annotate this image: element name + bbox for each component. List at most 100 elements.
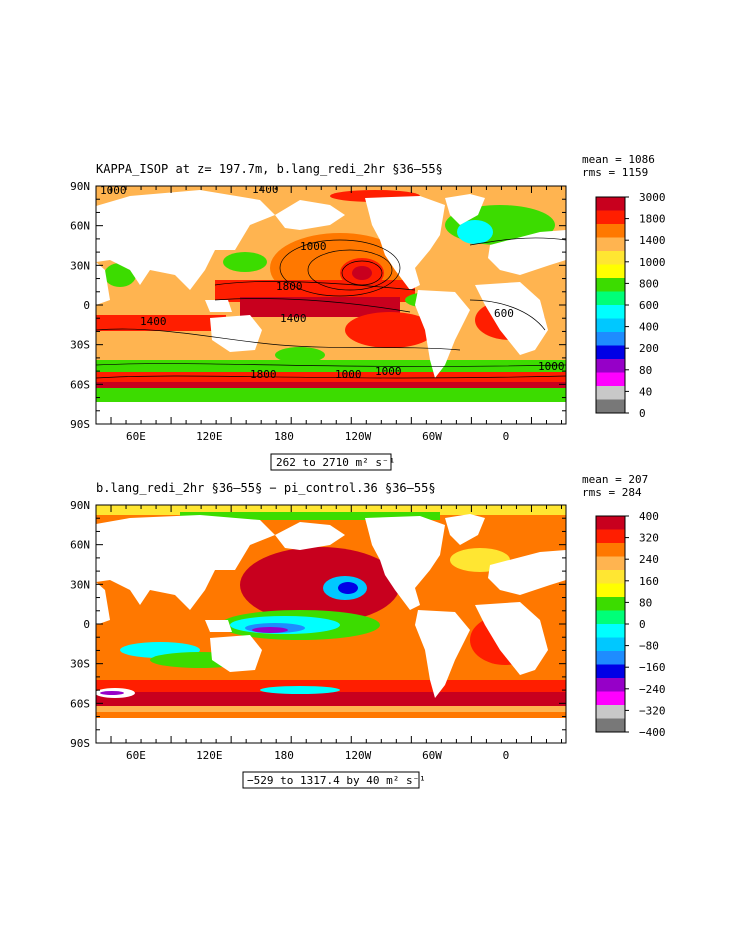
colorbar-swatch	[596, 705, 625, 719]
x-tick-label: 60E	[126, 749, 146, 762]
panel-1-range-label: 262 to 2710 m² s⁻¹	[276, 456, 395, 469]
x-tick-label: 60W	[422, 430, 442, 443]
panel-2-eq-purple	[252, 627, 288, 633]
panel-1-range-box	[270, 453, 392, 471]
panel-2-sindian-purple	[100, 691, 124, 695]
colorbar-swatch	[596, 664, 625, 679]
y-tick-label: 30N	[70, 259, 90, 272]
panel-2-xticklabels: 60E 120E 180 120W 60W 0	[126, 749, 509, 762]
x-tick-label: 180	[274, 749, 294, 762]
x-tick-label: 60W	[422, 749, 442, 762]
colorbar-swatch	[596, 624, 625, 638]
panel-2-npac-red	[240, 547, 400, 623]
y-tick-label: 0	[83, 299, 90, 312]
colorbar-swatch	[596, 691, 625, 706]
y-tick-label: 90S	[70, 418, 90, 431]
panel-2-range-label: −529 to 1317.4 by 40 m² s⁻¹	[247, 774, 426, 787]
panel-2-colorbar: 400 320 240 160 80 0 −80 −160 −240 −320 −400	[595, 510, 666, 739]
colorbar-swatch	[596, 597, 625, 611]
colorbar-label: −240	[639, 683, 666, 696]
colorbar-label: 80	[639, 596, 652, 609]
y-tick-label: 30S	[70, 658, 90, 671]
panel-1-indian-band	[96, 315, 226, 331]
colorbar-swatch	[596, 305, 625, 319]
panel-2-range-box	[242, 771, 420, 789]
colorbar-swatch	[596, 570, 625, 584]
contour-label: 1800	[276, 280, 303, 293]
y-tick-label: 60N	[70, 220, 90, 233]
contour-label: 1000	[335, 368, 362, 381]
colorbar-swatch	[596, 224, 625, 238]
colorbar-label: 200	[639, 342, 659, 355]
panel-2-southern-yellow	[96, 706, 566, 712]
panel-1-rms: rms = 1159	[582, 166, 648, 179]
colorbar-swatch	[596, 399, 625, 414]
contour-label: 1400	[252, 183, 279, 196]
panel-2-title: b.lang_redi_2hr §36–55§ − pi_control.36 …	[96, 481, 436, 495]
colorbar-swatch	[596, 264, 625, 279]
y-tick-label: 60S	[70, 697, 90, 710]
panel-1-land	[96, 190, 566, 424]
colorbar-swatch	[596, 359, 625, 373]
colorbar-swatch	[596, 278, 625, 292]
colorbar-swatch	[596, 210, 625, 225]
x-tick-label: 120W	[345, 749, 372, 762]
x-tick-label: 0	[503, 430, 510, 443]
colorbar-swatch	[596, 678, 625, 692]
panel-2-arctic-yellow	[96, 505, 566, 515]
colorbar-label: 1000	[639, 256, 666, 269]
panel-1-southern-dark	[96, 382, 566, 388]
contour-label: 600	[494, 307, 514, 320]
panel-1-westpac-green	[223, 252, 267, 272]
y-tick-label: 60N	[70, 539, 90, 552]
panel-1-yticklabels: 90N 60N 30N 0 30S 60S 90S	[70, 180, 90, 431]
colorbar-swatch	[596, 637, 625, 652]
colorbar-swatch	[596, 386, 625, 400]
colorbar-label: −160	[639, 661, 666, 674]
panel-2-arctic-green	[180, 512, 440, 520]
colorbar-swatch	[596, 251, 625, 265]
colorbar-swatch	[596, 651, 625, 665]
panel-1-sw-pacific-green	[275, 347, 325, 363]
y-tick-label: 30S	[70, 339, 90, 352]
panel-2-southern-red	[96, 680, 566, 692]
panel-1-eq-pacific-core	[240, 297, 400, 317]
panel-1-labrador-cyan	[457, 220, 493, 244]
colorbar-swatch	[596, 332, 625, 346]
colorbar-swatch	[596, 345, 625, 360]
colorbar-swatch	[596, 543, 625, 557]
colorbar-label: 0	[639, 407, 646, 420]
panel-2-npac-blue	[338, 582, 358, 594]
panel-2-map	[96, 505, 566, 743]
x-tick-label: 180	[274, 430, 294, 443]
colorbar-swatch	[596, 556, 625, 571]
contour-label: 1000	[375, 365, 402, 378]
x-tick-label: 120W	[345, 430, 372, 443]
panel-1-ticks	[95, 185, 566, 425]
colorbar-label: 800	[639, 277, 659, 290]
panel-2-southern-dark	[96, 692, 566, 706]
colorbar-label: 0	[639, 618, 646, 631]
contour-label: 1800	[250, 368, 277, 381]
panel-1-title: KAPPA_ISOP at z= 197.7m, b.lang_redi_2hr…	[96, 162, 443, 176]
panel-1-contour-labels: 1000 1400 1800 1000 1400 1800 600 1000 1…	[100, 183, 565, 381]
panel-2-spac-cyan	[260, 686, 340, 694]
x-tick-label: 120E	[196, 430, 223, 443]
colorbar-swatch	[596, 516, 625, 530]
colorbar-swatch	[596, 372, 625, 387]
contour-label: 1000	[538, 360, 565, 373]
colorbar-label: −400	[639, 726, 666, 739]
panel-1-map: 1000 1400 1800 1000 1400 1800 600 1000 1…	[96, 183, 566, 424]
panel-1-antarctic-shelf	[96, 388, 566, 402]
colorbar-label: 1400	[639, 234, 666, 247]
colorbar-swatch	[596, 529, 625, 544]
y-tick-label: 60S	[70, 378, 90, 391]
colorbar-label: 400	[639, 510, 659, 523]
colorbar-swatch	[596, 291, 625, 306]
contour-label: 1000	[300, 240, 327, 253]
colorbar-label: −80	[639, 640, 659, 653]
colorbar-label: 1800	[639, 213, 666, 226]
x-tick-label: 60E	[126, 430, 146, 443]
